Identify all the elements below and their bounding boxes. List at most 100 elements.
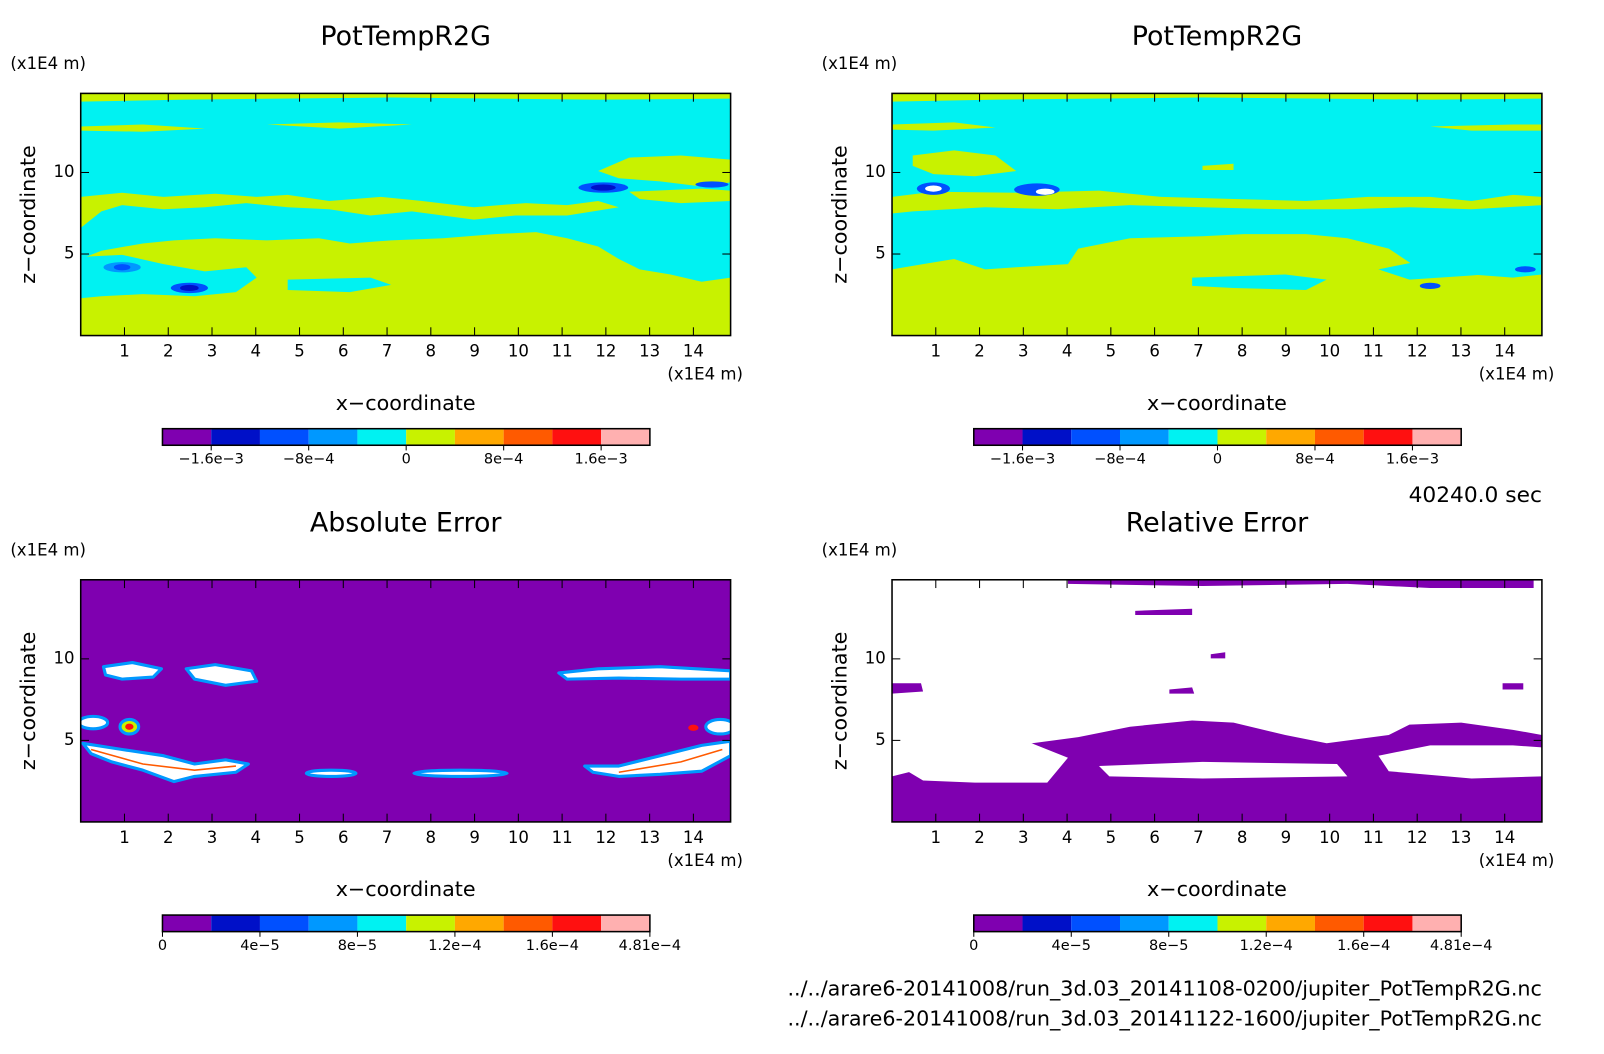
y-tick-label: 10 <box>53 648 74 667</box>
colorbar-box <box>503 428 553 446</box>
colorbar-box <box>1363 428 1413 446</box>
colorbar-tick-label: 1.2e−4 <box>428 938 481 954</box>
colorbar-tick-label: −8e−4 <box>283 452 335 468</box>
x-tick-label: 10 <box>1319 828 1340 847</box>
x-tick-label: 5 <box>1106 342 1117 361</box>
x-tick-label: 12 <box>1407 828 1428 847</box>
colorbar-tick-label: −1.6e−3 <box>179 452 244 468</box>
colorbar-box <box>1120 428 1169 446</box>
chart-title: Absolute Error <box>310 507 503 538</box>
x-tick-label: 2 <box>163 342 174 361</box>
x-tick-label: 14 <box>683 828 704 847</box>
contour-field <box>80 93 731 336</box>
colorbar-box <box>973 428 1023 446</box>
colorbar-tick-label: 4e−5 <box>240 938 279 954</box>
colorbar-box <box>973 915 1023 932</box>
y-axis-label: z−coordinate <box>16 145 40 284</box>
y-unit: (x1E4 m) <box>10 54 86 73</box>
x-axis-label: x−coordinate <box>1147 877 1287 901</box>
x-tick-label: 13 <box>639 342 660 361</box>
x-tick-label: 6 <box>338 342 349 361</box>
x-axis-label: x−coordinate <box>336 391 476 415</box>
y-tick-label: 10 <box>865 648 886 667</box>
plot-frame <box>891 579 1543 823</box>
x-tick-label: 5 <box>294 342 305 361</box>
contour-field <box>80 579 731 822</box>
colorbar-frame <box>161 914 651 933</box>
x-tick-label: 14 <box>683 342 704 361</box>
colorbar-tick-label: 8e−4 <box>1295 452 1334 468</box>
x-unit: (x1E4 m) <box>667 851 743 870</box>
x-tick-label: 6 <box>338 828 349 847</box>
x-tick-label: 7 <box>382 828 393 847</box>
colorbar-box <box>308 428 358 446</box>
colorbar-box <box>211 915 260 932</box>
colorbar-box <box>308 915 358 932</box>
colorbar-box <box>454 428 504 446</box>
colorbar-tick-label: 1.2e−4 <box>1240 938 1293 954</box>
x-tick-label: 9 <box>469 342 480 361</box>
colorbar-box <box>357 428 407 446</box>
y-axis-label: z−coordinate <box>16 632 40 771</box>
colorbar-tick-label: 8e−4 <box>484 452 523 468</box>
y-tick-label: 10 <box>865 162 886 181</box>
x-tick-label: 10 <box>508 828 529 847</box>
y-tick-label: 5 <box>875 244 886 263</box>
y-axis-label: z−coordinate <box>827 145 851 284</box>
y-tick-label: 5 <box>875 730 886 749</box>
x-tick-label: 13 <box>1450 828 1471 847</box>
colorbar-box <box>552 428 602 446</box>
colorbar-box <box>1168 915 1218 932</box>
colorbar-box <box>1168 428 1218 446</box>
x-tick-label: 7 <box>382 342 393 361</box>
x-axis-label: x−coordinate <box>1147 391 1287 415</box>
x-tick-label: 2 <box>163 828 174 847</box>
x-tick-label: 9 <box>1281 828 1292 847</box>
x-tick-label: 7 <box>1193 342 1204 361</box>
colorbar-tick-label: 1.6e−3 <box>575 452 628 468</box>
colorbar-box <box>1412 428 1462 446</box>
x-tick-label: 12 <box>595 828 616 847</box>
colorbar-tick-label: 1.6e−3 <box>1386 452 1439 468</box>
x-tick-label: 3 <box>207 828 218 847</box>
colorbar-box <box>1412 915 1462 932</box>
x-tick-label: 14 <box>1494 342 1515 361</box>
x-tick-label: 12 <box>595 342 616 361</box>
time-label: 40240.0 sec <box>1409 483 1542 508</box>
plot-frame <box>891 92 1543 337</box>
contour-field <box>892 93 1542 336</box>
colorbar-box <box>1217 915 1267 932</box>
colorbar-box <box>1314 915 1364 932</box>
x-tick-label: 4 <box>1062 342 1073 361</box>
x-tick-label: 8 <box>426 342 437 361</box>
colorbar-box <box>1217 428 1267 446</box>
colorbar-box <box>259 915 309 932</box>
x-tick-label: 4 <box>251 828 262 847</box>
x-tick-label: 12 <box>1407 342 1428 361</box>
colorbar-box <box>1022 915 1072 932</box>
x-tick-label: 6 <box>1149 342 1160 361</box>
colorbar-tick-label: 0 <box>1213 452 1222 468</box>
x-tick-label: 11 <box>1363 828 1384 847</box>
colorbar-box <box>162 428 212 446</box>
colorbar-tick-label: 4.81e−4 <box>619 938 681 954</box>
y-tick-label: 5 <box>64 730 75 749</box>
x-tick-label: 11 <box>552 828 573 847</box>
colorbar-box <box>601 428 650 446</box>
y-tick-label: 10 <box>53 162 74 181</box>
colorbar-box <box>503 915 553 932</box>
x-tick-label: 11 <box>1363 342 1384 361</box>
colorbar-box <box>552 915 602 932</box>
chart-title: PotTempR2G <box>1132 21 1303 52</box>
y-unit: (x1E4 m) <box>822 540 898 559</box>
x-tick-label: 8 <box>1237 342 1248 361</box>
colorbar-tick-label: 0 <box>402 452 411 468</box>
colorbar-box <box>1071 915 1121 932</box>
x-tick-label: 8 <box>1237 828 1248 847</box>
colorbar-box <box>259 428 309 446</box>
chart-title: Relative Error <box>1126 507 1309 538</box>
colorbar-tick-label: 1.6e−4 <box>526 938 579 954</box>
colorbar-box <box>162 915 212 932</box>
